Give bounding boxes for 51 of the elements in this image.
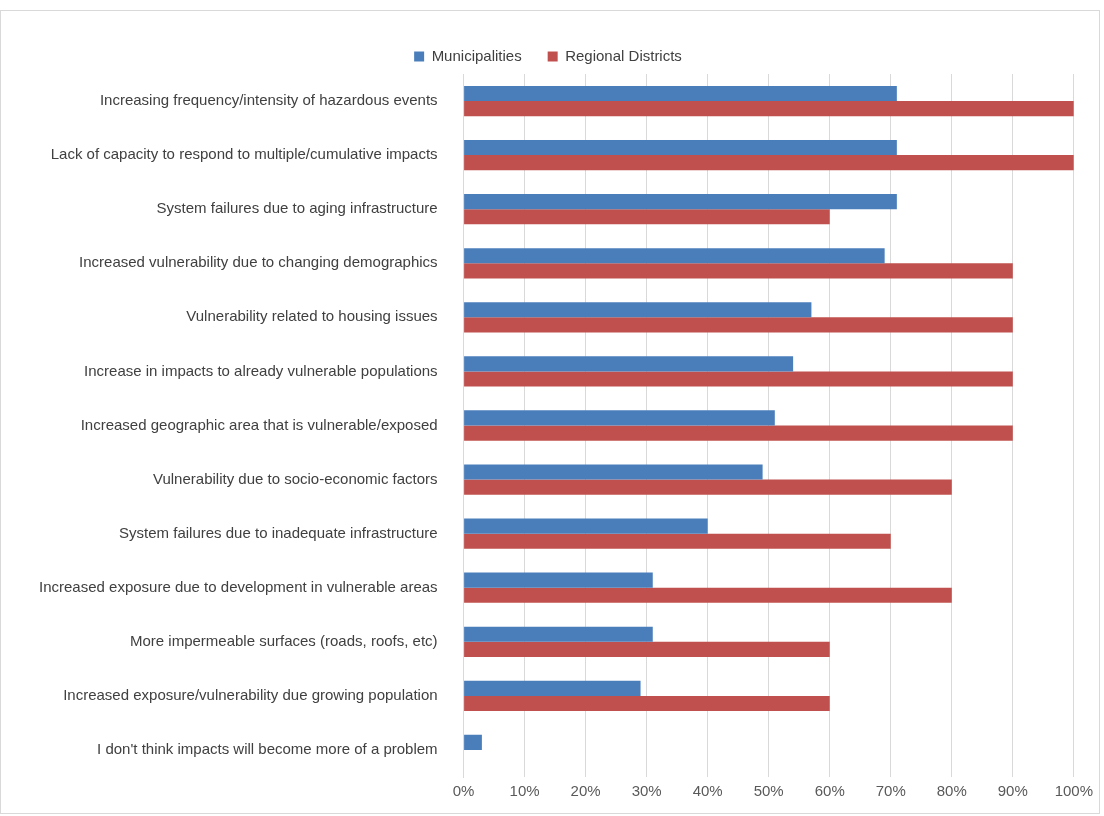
x-tick-label: 70% bbox=[875, 782, 906, 800]
bar bbox=[464, 317, 1013, 333]
y-tick-label: Increased vulnerability due to changing demographics bbox=[79, 253, 438, 271]
bar bbox=[464, 425, 1013, 441]
y-tick-label: System failures due to aging infrastructure bbox=[156, 199, 438, 217]
bar bbox=[464, 533, 891, 549]
y-tick-label: Increasing frequency/intensity of hazardous events bbox=[99, 91, 438, 109]
bar bbox=[464, 572, 653, 588]
bar bbox=[464, 263, 1013, 279]
bar bbox=[464, 641, 830, 657]
x-tick-label: 30% bbox=[631, 782, 662, 800]
bar bbox=[464, 248, 885, 264]
bar bbox=[464, 356, 794, 372]
bar bbox=[464, 101, 1074, 117]
bar bbox=[464, 587, 952, 603]
y-tick-label: Increased exposure/vulnerability due growing population bbox=[63, 686, 438, 704]
bar bbox=[464, 155, 1074, 171]
y-tick-label: Increased exposure due to development in vulnerable areas bbox=[39, 577, 438, 595]
x-tick-label: 0% bbox=[452, 782, 475, 800]
x-tick-label: 20% bbox=[570, 782, 601, 800]
y-tick-label: Vulnerability related to housing issues bbox=[186, 307, 438, 325]
bar bbox=[464, 695, 830, 712]
bar bbox=[464, 85, 897, 102]
x-tick-label: 60% bbox=[814, 782, 845, 800]
y-tick-label: I don't think impacts will become more of a problem bbox=[97, 740, 438, 758]
x-tick-label: 80% bbox=[936, 782, 967, 800]
bar bbox=[464, 302, 812, 318]
bar bbox=[464, 410, 775, 426]
x-tick-label: 50% bbox=[753, 782, 784, 800]
y-tick-label: More impermeable surfaces (roads, roofs, etc) bbox=[129, 631, 438, 649]
y-tick-label: Lack of capacity to respond to multiple/cumulative impacts bbox=[50, 145, 438, 163]
bar bbox=[464, 194, 897, 210]
x-tick-label: 90% bbox=[997, 782, 1028, 800]
y-tick-label: System failures due to inadequate infrastructure bbox=[119, 523, 438, 541]
legend-label: Municipalities bbox=[431, 46, 522, 64]
bar bbox=[464, 680, 641, 696]
bar bbox=[464, 518, 708, 534]
bar bbox=[464, 464, 763, 480]
y-tick-label: Vulnerability due to socio-economic factors bbox=[153, 469, 438, 487]
bar bbox=[464, 209, 830, 225]
bar bbox=[464, 371, 1013, 387]
y-tick-label: Increase in impacts to already vulnerable populations bbox=[84, 361, 438, 379]
legend-label: Regional Districts bbox=[565, 46, 682, 64]
bar bbox=[464, 479, 952, 495]
y-tick-label: Increased geographic area that is vulnerable/exposed bbox=[80, 415, 438, 433]
bar bbox=[464, 734, 482, 750]
x-tick-label: 100% bbox=[1054, 782, 1094, 800]
x-tick-label: 40% bbox=[692, 782, 723, 800]
bar bbox=[464, 626, 653, 642]
x-tick-label: 10% bbox=[509, 782, 540, 800]
bar bbox=[464, 139, 897, 156]
